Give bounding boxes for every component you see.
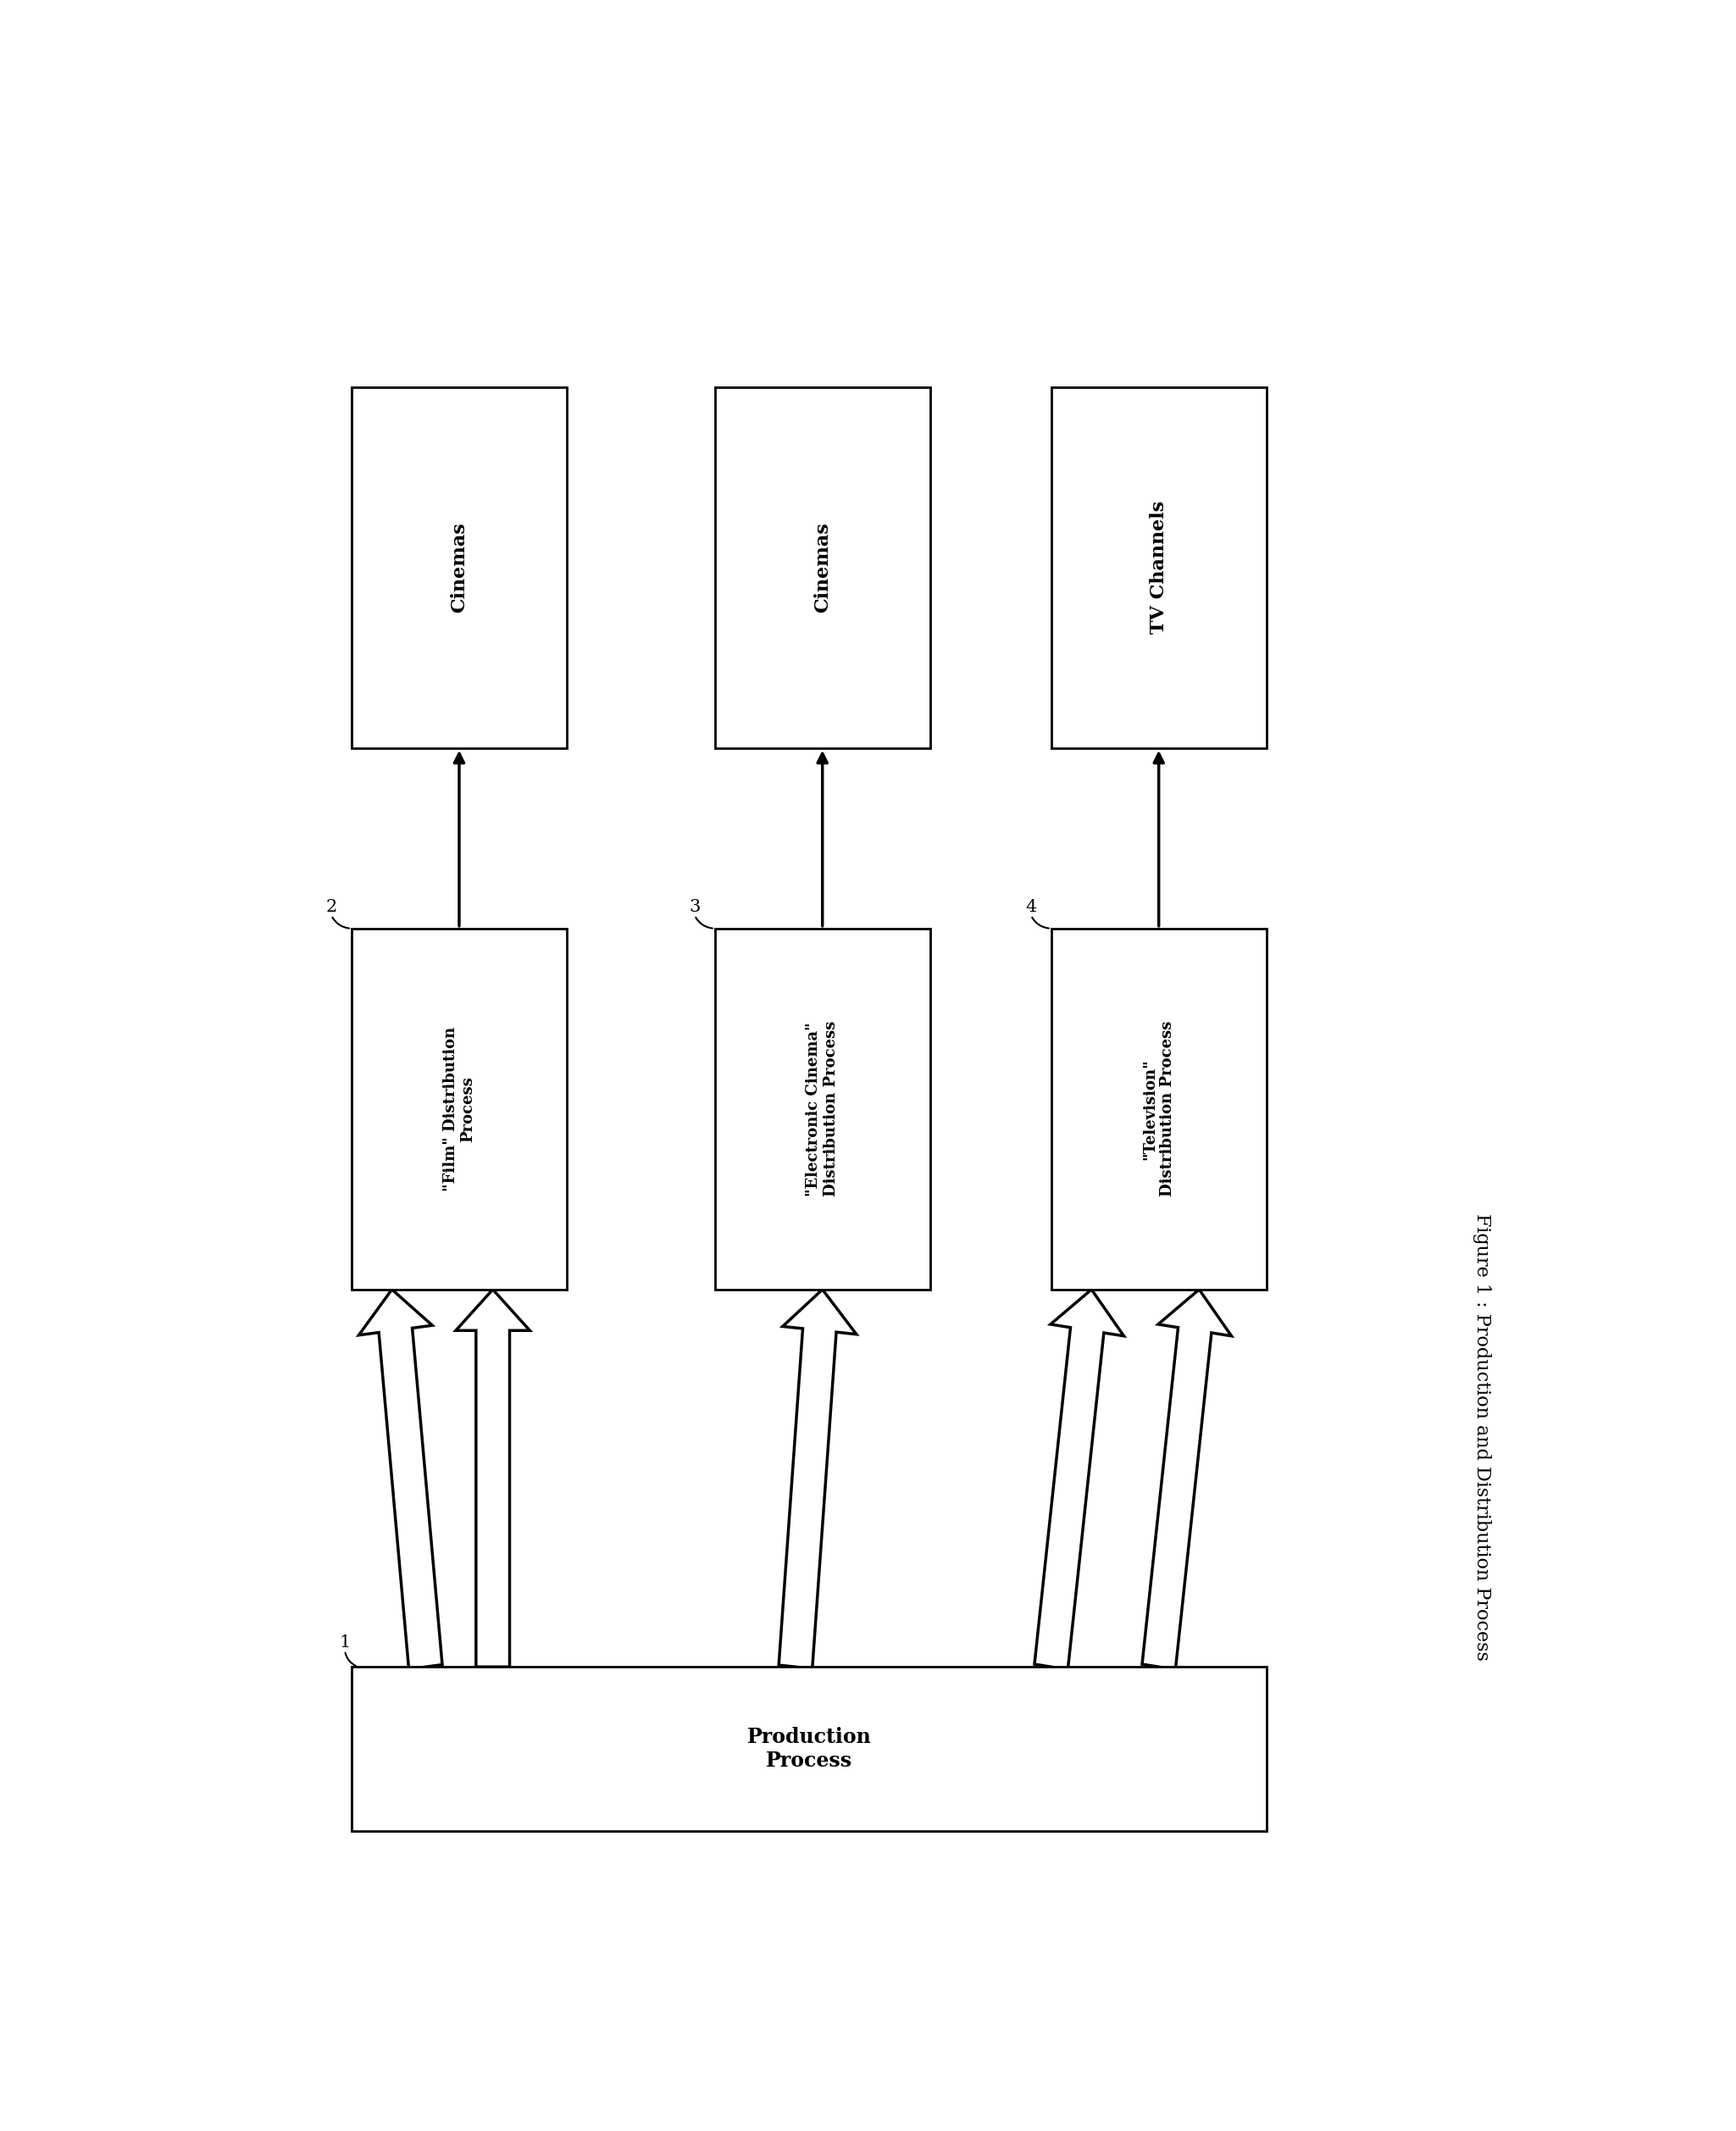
Polygon shape xyxy=(1035,1289,1123,1669)
Text: 3: 3 xyxy=(689,899,700,914)
Bar xyxy=(715,388,930,748)
Text: "Film" Distribution
Process: "Film" Distribution Process xyxy=(443,1027,476,1191)
Text: Figure 1 : Production and Distribution Process: Figure 1 : Production and Distribution P… xyxy=(1472,1213,1491,1660)
Bar xyxy=(1052,929,1267,1289)
Bar xyxy=(715,929,930,1289)
Text: 4: 4 xyxy=(1026,899,1036,914)
Text: Cinemas: Cinemas xyxy=(450,522,469,614)
Polygon shape xyxy=(779,1289,856,1669)
Polygon shape xyxy=(1142,1289,1231,1669)
Text: 1: 1 xyxy=(339,1634,351,1649)
Text: Cinemas: Cinemas xyxy=(812,522,832,614)
Text: "Electronic Cinema"
Distribution Process: "Electronic Cinema" Distribution Process xyxy=(806,1021,838,1198)
Bar xyxy=(351,929,566,1289)
Polygon shape xyxy=(359,1289,443,1669)
Text: Production
Process: Production Process xyxy=(746,1726,871,1771)
Bar xyxy=(351,388,566,748)
Polygon shape xyxy=(457,1289,529,1666)
Text: 2: 2 xyxy=(326,899,337,914)
Text: TV Channels: TV Channels xyxy=(1149,501,1168,635)
Bar xyxy=(1052,388,1267,748)
Text: "Television"
Distribution Process: "Television" Distribution Process xyxy=(1142,1021,1175,1198)
Bar xyxy=(351,1666,1267,1831)
